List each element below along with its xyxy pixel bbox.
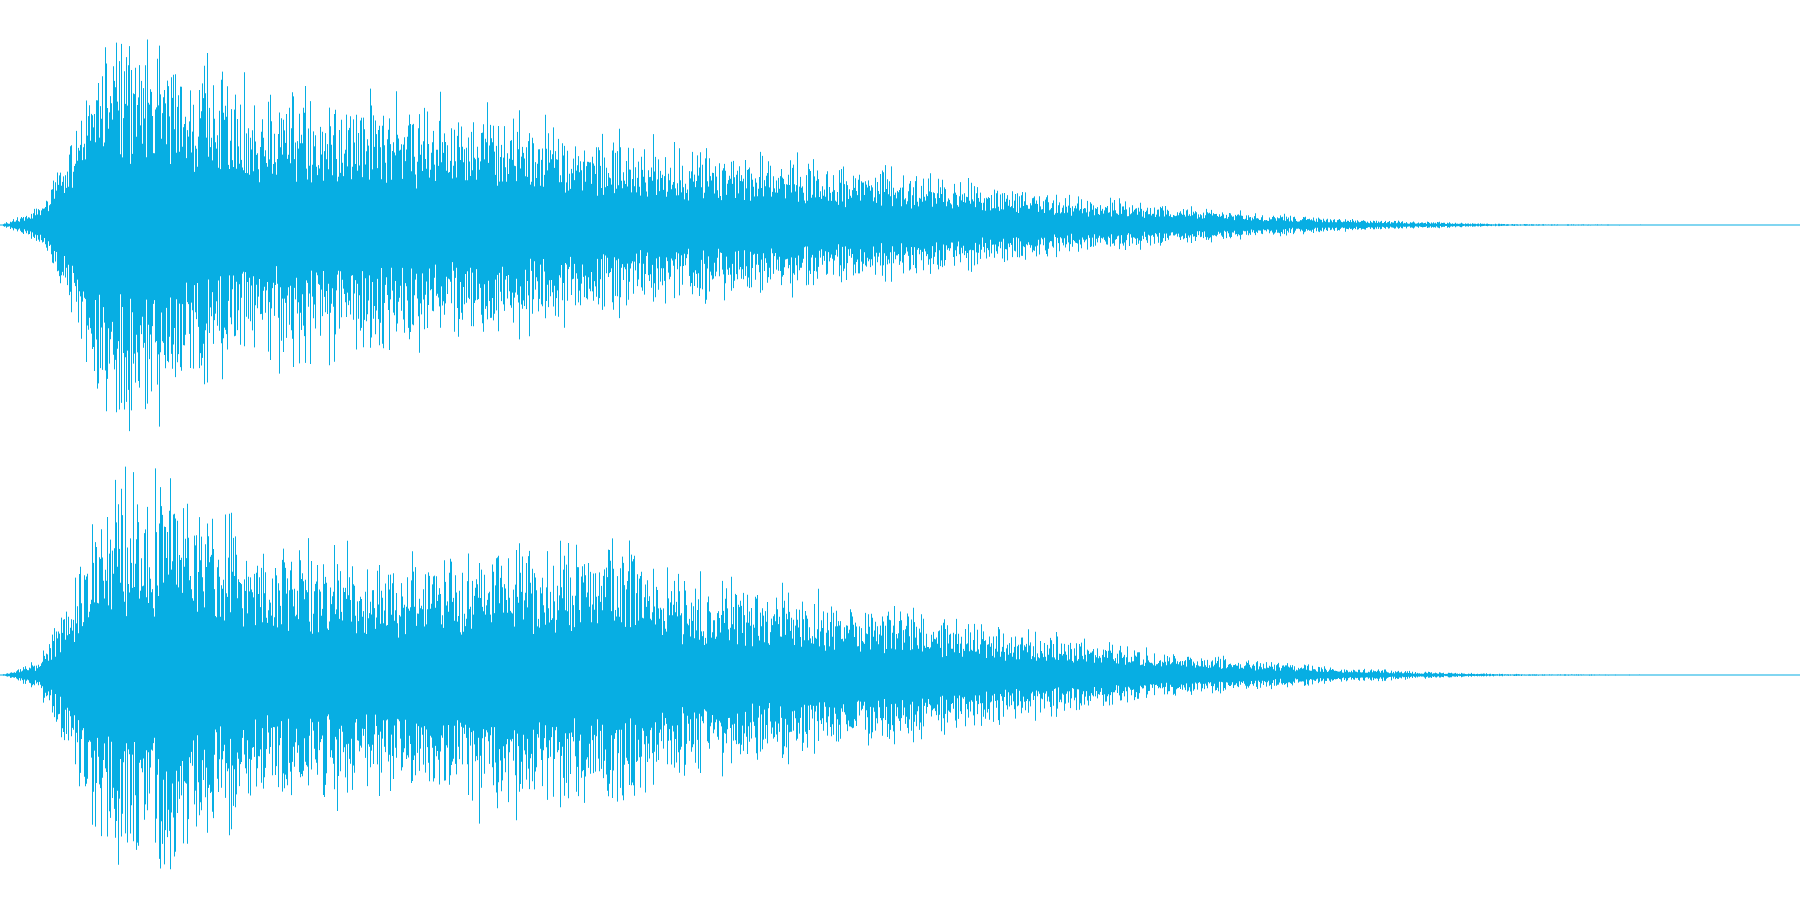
channel-1-waveform <box>0 39 1800 432</box>
channel-wave-trace <box>1 39 1783 432</box>
channel-wave-trace <box>1 466 1784 870</box>
channel-2-waveform <box>0 466 1800 870</box>
